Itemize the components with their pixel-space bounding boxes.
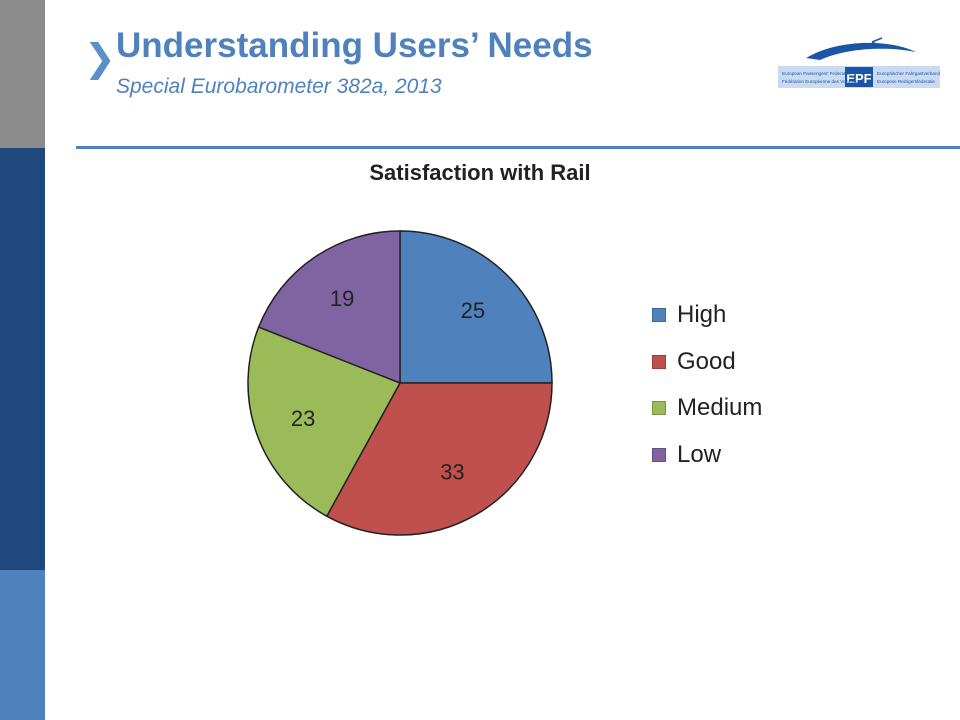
pie-slice-high: [399, 230, 553, 384]
pie-slice-good: [325, 382, 553, 536]
legend-item-good: Good: [652, 339, 762, 386]
page-subtitle: Special Eurobarometer 382a, 2013: [116, 75, 442, 98]
logo-text-right-2: Europese Reizigersfederatie: [877, 79, 935, 84]
legend-label-low: Low: [677, 440, 722, 468]
data-label-high: 25: [461, 298, 485, 323]
legend-label-high: High: [677, 301, 727, 329]
sidebar-strip-blue: [0, 570, 45, 720]
legend-item-medium: Medium: [652, 385, 762, 432]
logo-text-left-1: European Passengers' Federation: [782, 71, 852, 76]
legend-label-medium: Medium: [677, 394, 763, 422]
legend-label-good: Good: [677, 347, 736, 375]
chart-title: Satisfaction with Rail: [369, 160, 591, 185]
pie-slices: [247, 230, 553, 536]
legend-swatch-high: [652, 308, 666, 323]
legend-item-low: Low: [652, 432, 762, 479]
legend-swatch-low: [652, 447, 666, 462]
logo-acronym: EPF: [846, 71, 871, 86]
data-label-good: 33: [440, 460, 464, 485]
pie-chart: 25 33 23 19: [247, 230, 553, 536]
data-label-medium: 23: [291, 406, 315, 431]
legend-swatch-good: [652, 354, 666, 369]
sidebar-strip-gray: [0, 0, 45, 148]
pie-data-labels: 25 33 23 19: [291, 286, 485, 485]
page-title: Understanding Users’ Needs: [116, 26, 593, 65]
legend-item-high: High: [652, 292, 762, 339]
legend-swatch-medium: [652, 401, 666, 416]
pie-slice-medium: [247, 326, 402, 518]
chart-legend: High Good Medium Low: [652, 292, 762, 478]
logo-text-left-2: Fédération Européenne des Voyageurs: [782, 79, 863, 84]
pie-slice-low: [257, 230, 401, 385]
header-divider: [76, 146, 960, 149]
sidebar-strip-navy: [0, 148, 45, 570]
data-label-low: 19: [330, 286, 354, 311]
epf-logo: EPF European Passengers' Federation Fédé…: [776, 36, 942, 92]
chevron-right-icon: ❯: [84, 38, 116, 80]
logo-text-right-1: Europäischer Fahrgastverband: [877, 71, 941, 76]
